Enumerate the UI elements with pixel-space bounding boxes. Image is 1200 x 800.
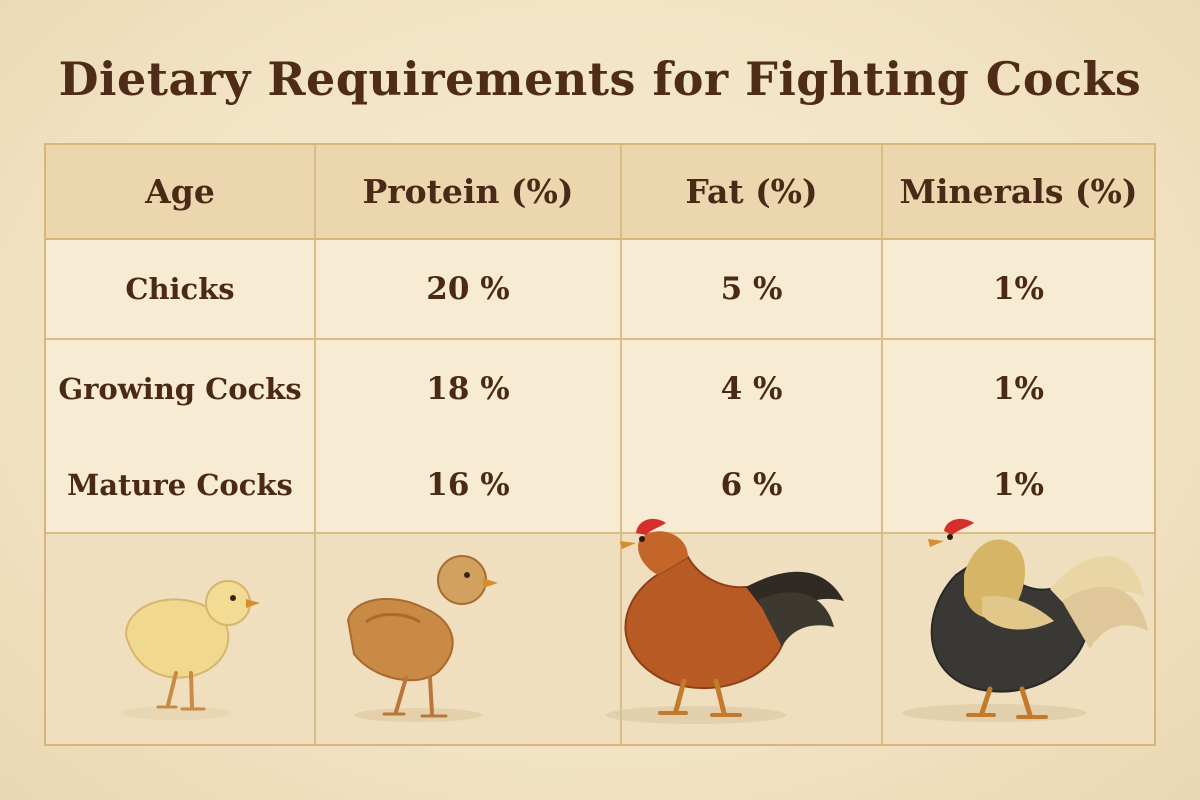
minerals-cell: 1% — [992, 271, 1045, 307]
age-cell: Growing Cocks — [46, 340, 316, 438]
header-minerals: Minerals (%) — [899, 172, 1138, 211]
growing-cock-illustration — [346, 555, 498, 722]
minerals-cell: 1% — [992, 371, 1045, 407]
mature-cock-red-illustration — [606, 518, 844, 724]
chick-illustration — [121, 580, 260, 720]
protein-cell: 20 % — [316, 240, 622, 338]
header-age: Age — [46, 145, 316, 238]
fat-cell: 6 % — [622, 438, 883, 532]
minerals-cell: 1% — [992, 467, 1045, 503]
bird-illustrations — [121, 518, 1148, 724]
illustration-cell-1 — [46, 534, 316, 744]
age-cell: Mature Cocks — [46, 438, 316, 532]
diet-table: Age Protein (%) Fat (%) Minerals (%) Chi… — [44, 143, 1156, 746]
protein-cell: 16 % — [316, 438, 622, 532]
table-header-row: Age Protein (%) Fat (%) Minerals (%) — [46, 145, 1154, 240]
table-row-chicks: Chicks 20 % 5 % 1% — [46, 240, 1154, 340]
illustration-cell-3 — [622, 534, 883, 744]
protein-cell: 18 % — [316, 340, 622, 438]
table-row-mature-cocks: Mature Cocks 16 % 6 % 1% — [46, 438, 1154, 534]
age-cell: Chicks — [46, 240, 316, 338]
fat-cell: 5 % — [622, 240, 883, 338]
fat-cell: 4 % — [622, 340, 883, 438]
page-title: Dietary Requirements for Fighting Cocks — [58, 52, 1142, 106]
header-protein: Protein (%) — [316, 145, 622, 238]
header-fat: Fat (%) — [622, 145, 883, 238]
mature-cock-gamefowl-illustration — [902, 518, 1148, 722]
illustration-cell-2 — [316, 534, 622, 744]
